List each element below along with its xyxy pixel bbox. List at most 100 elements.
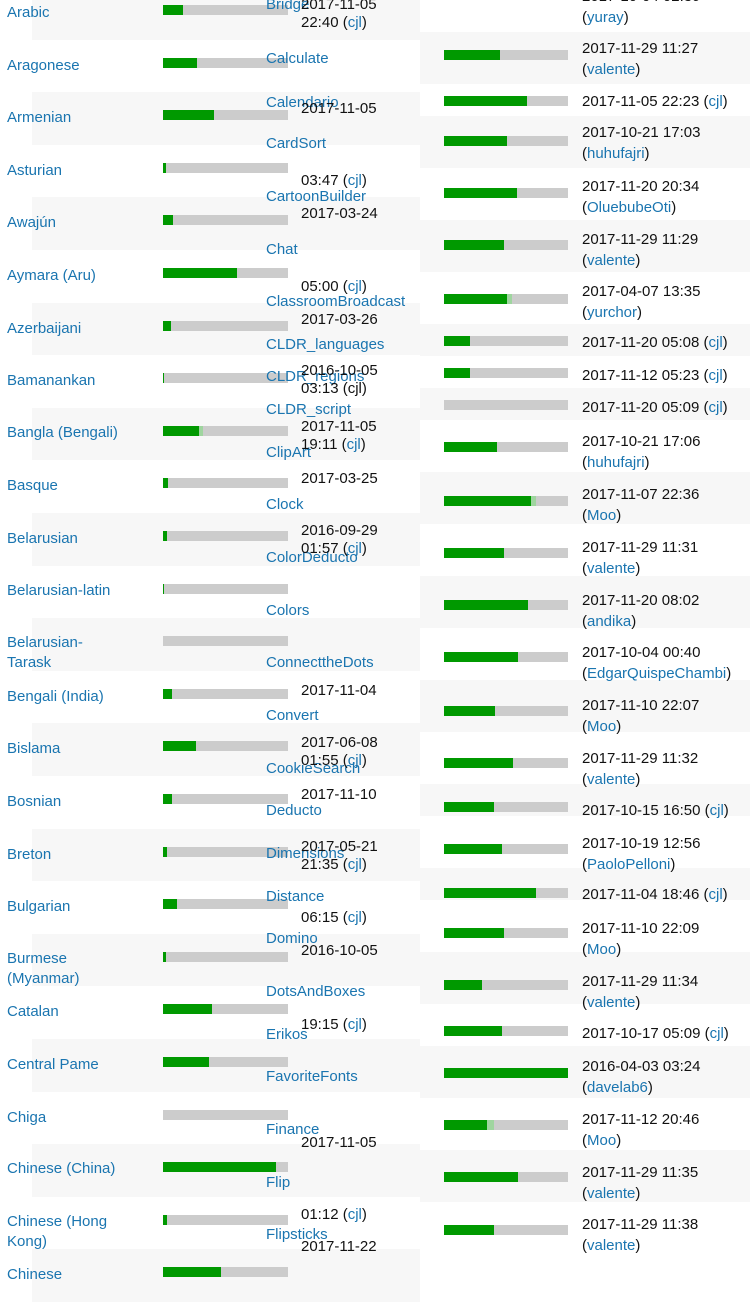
project-link[interactable]: CartoonBuilder [266, 188, 367, 205]
project-link[interactable]: CookieSearch [266, 760, 361, 777]
project-link[interactable]: Erikos [266, 1026, 308, 1043]
project-link[interactable]: Dimensions [266, 845, 345, 862]
user-link[interactable]: cjl [346, 436, 361, 453]
progress-fill [444, 1172, 519, 1182]
user-link[interactable]: cjl [347, 14, 362, 31]
project-link[interactable]: Clock [266, 496, 304, 513]
paren-close: ) [635, 1185, 641, 1202]
project-link[interactable]: Distance [266, 888, 325, 905]
language-link[interactable]: Arabic [7, 4, 50, 21]
project-link[interactable]: Bridge [266, 0, 310, 13]
project-link[interactable]: DotsAndBoxes [266, 983, 366, 1000]
user-link[interactable]: huhufajri [587, 454, 645, 471]
project-link[interactable]: Flipsticks [266, 1226, 328, 1243]
user-link[interactable]: huhufajri [587, 145, 645, 162]
language-link[interactable]: Awajún [7, 214, 56, 232]
language-link[interactable]: Bamanankan [7, 372, 96, 390]
user-link[interactable]: Moo [587, 1132, 617, 1149]
project-link[interactable]: ConnecttheDots [266, 654, 374, 671]
user-link[interactable]: Moo [587, 507, 617, 524]
user-link[interactable]: cjl [708, 367, 723, 384]
language-link[interactable]: Aragonese [7, 56, 80, 74]
user-link[interactable]: PaoloPelloni [587, 856, 671, 873]
timestamp-text: 2017-11-05 [301, 0, 377, 13]
user-link[interactable]: davelab6 [587, 1079, 648, 1096]
project-link[interactable]: Convert [266, 707, 319, 724]
user-link[interactable]: cjl [347, 909, 362, 926]
language-link[interactable]: Bislama [7, 740, 61, 758]
progress-bar [444, 188, 568, 198]
project-link[interactable]: Calculate [266, 50, 329, 67]
user-link[interactable]: valente [587, 61, 636, 78]
language-link[interactable]: Belarusian [7, 530, 78, 547]
language-link[interactable]: Chinese (China) [7, 1160, 116, 1178]
user-link[interactable]: valente [587, 252, 636, 269]
activity-date: 2017-04-07 13:35 [582, 283, 701, 300]
user-link[interactable]: valente [587, 560, 636, 577]
language-link[interactable]: Bosnian [7, 793, 62, 810]
project-link[interactable]: CardSort [266, 135, 327, 152]
user-link[interactable]: cjl [347, 540, 362, 557]
project-link[interactable]: Flip [266, 1174, 291, 1191]
paren-close: ) [635, 1237, 641, 1254]
user-link[interactable]: cjl [347, 1016, 362, 1033]
activity-date: 2017-11-07 22:36 [582, 486, 700, 503]
user-link[interactable]: cjl [709, 802, 724, 819]
project-timestamp: 21:35 (cjl) [301, 856, 367, 874]
project-timestamp: 01:12 (cjl) [301, 1206, 367, 1224]
language-link[interactable]: Bangla (Bengali) [7, 423, 118, 441]
language-link[interactable]: Armenian [7, 109, 72, 127]
project-link[interactable]: ClipArt [266, 444, 312, 461]
user-link[interactable]: valente [587, 1237, 636, 1254]
language-link[interactable]: Basque [7, 477, 58, 495]
project-link[interactable]: CLDR_languages [266, 336, 385, 353]
user-link[interactable]: EdgarQuispeChambi [587, 665, 727, 682]
language-link[interactable]: Belarusian-Tarask [7, 634, 83, 672]
project-link[interactable]: Deducto [266, 802, 322, 819]
project-link[interactable]: FavoriteFonts [266, 1068, 358, 1085]
language-link[interactable]: Asturian [7, 161, 63, 179]
user-link[interactable]: valente [587, 771, 636, 788]
project-link[interactable]: Colors [266, 602, 310, 619]
language-link[interactable]: Chiga [7, 1108, 47, 1126]
user-link[interactable]: yuray [587, 9, 624, 26]
user-link[interactable]: cjl [347, 752, 362, 769]
user-link[interactable]: OluebubeOti [587, 199, 672, 216]
user-link[interactable]: andika [587, 613, 632, 630]
language-link[interactable]: Bulgarian [7, 898, 71, 916]
user-link[interactable]: cjl [347, 172, 362, 189]
activity-date: 2017-11-10 22:09 [582, 920, 700, 937]
user-link[interactable]: yurchor [587, 304, 638, 321]
project-link[interactable]: ClassroomBroadcast [266, 293, 406, 310]
language-link[interactable]: Belarusian-latin [7, 581, 111, 599]
project-link[interactable]: Domino [266, 930, 318, 947]
project-link[interactable]: CLDR_script [266, 401, 352, 418]
project-link[interactable]: CLDR_regions [266, 368, 365, 385]
user-link[interactable]: Moo [587, 941, 617, 958]
user-link[interactable]: valente [587, 994, 636, 1011]
user-link[interactable]: cjl [708, 93, 723, 110]
project-link[interactable]: Chat [266, 241, 298, 258]
user-link[interactable]: Moo [587, 718, 617, 735]
timestamp-text: 2017-11-05 [301, 100, 377, 117]
language-link[interactable]: Bengali (India) [7, 687, 104, 705]
language-link[interactable]: Burmese (Myanmar) [7, 949, 80, 987]
user-link[interactable]: cjl [347, 278, 362, 295]
language-link[interactable]: Central Pame [7, 1056, 99, 1073]
user-link[interactable]: valente [587, 1185, 636, 1202]
language-link[interactable]: Aymara (Aru) [7, 267, 96, 284]
language-link[interactable]: Chinese [7, 1266, 63, 1284]
user-link[interactable]: cjl [347, 856, 362, 873]
user-link[interactable]: cjl [347, 1206, 362, 1223]
user-link[interactable]: cjl [709, 1025, 724, 1042]
user-link[interactable]: cjl [708, 334, 723, 351]
language-link[interactable]: Chinese (Hong Kong) [7, 1212, 108, 1250]
user-link[interactable]: cjl [708, 399, 723, 416]
project-link[interactable]: ColorDeducto [266, 549, 358, 566]
language-link[interactable]: Azerbaijani [7, 319, 82, 337]
language-link[interactable]: Catalan [7, 1003, 59, 1021]
user-link[interactable]: cjl [708, 886, 723, 903]
language-link[interactable]: Breton [7, 845, 52, 863]
project-link[interactable]: Calendario [266, 94, 339, 111]
project-link[interactable]: Finance [266, 1121, 320, 1138]
